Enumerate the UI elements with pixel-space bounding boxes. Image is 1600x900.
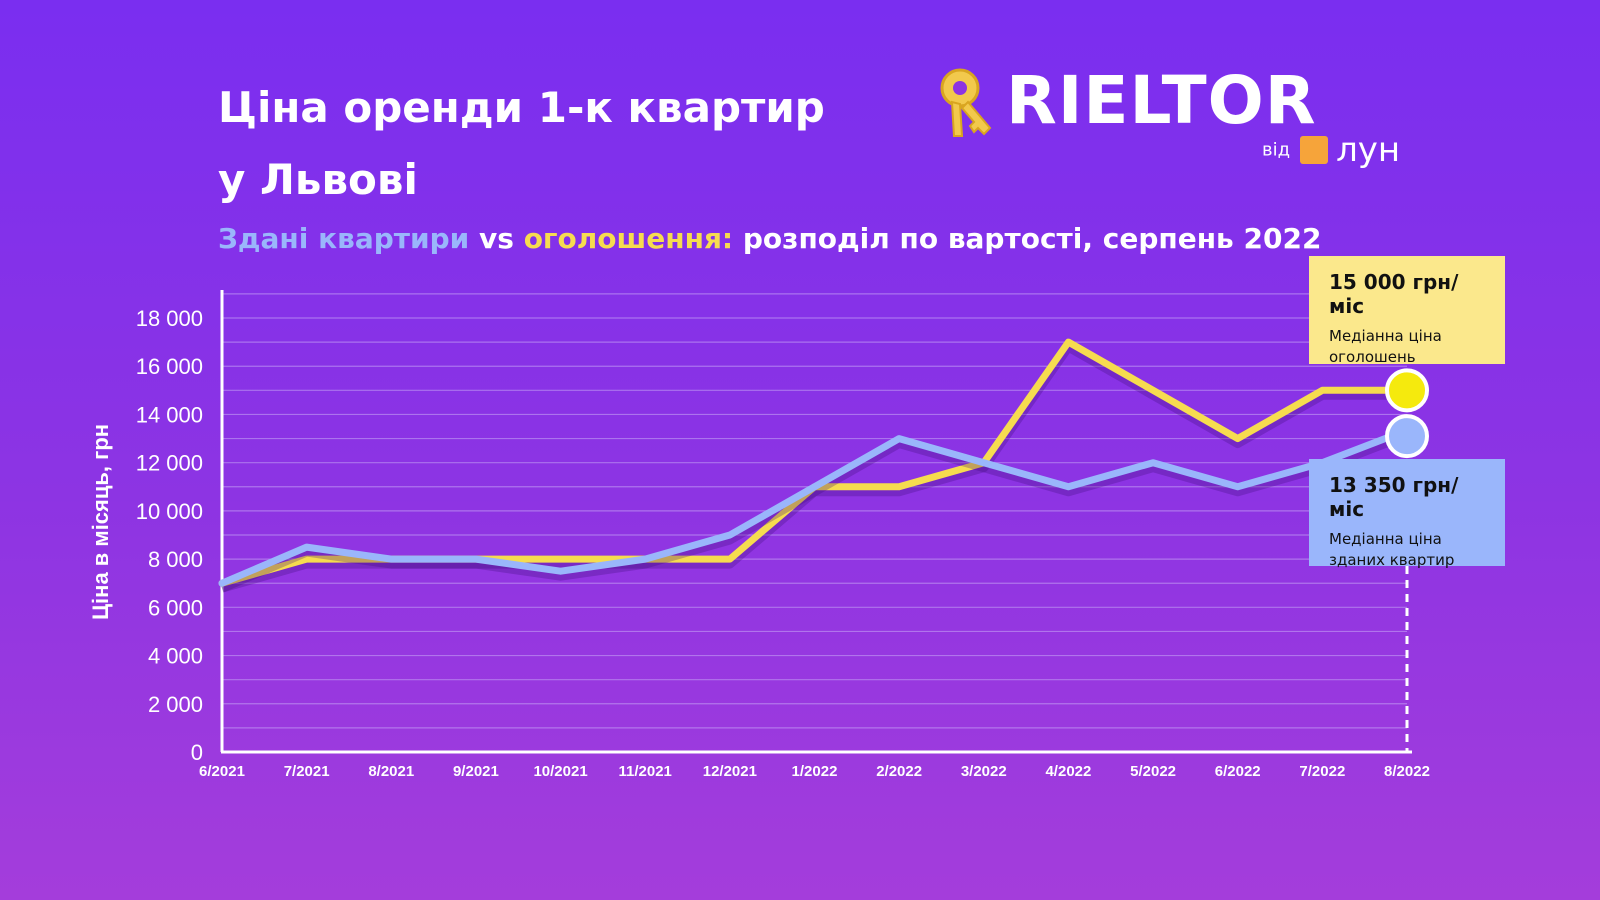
gridlines: [222, 293, 1407, 729]
end-markers: [1385, 368, 1429, 459]
rented-callout-value: 13 350 грн/міс: [1329, 473, 1459, 521]
listings-callout: 15 000 грн/міс Медіанна ціна оголошень: [1309, 256, 1505, 366]
x-tick-label: 8/2022: [1384, 763, 1430, 780]
x-tick-label: 7/2022: [1299, 763, 1345, 780]
x-tick-label: 12/2021: [703, 763, 757, 780]
x-tick-label: 10/2021: [533, 763, 587, 780]
logo-sub: від лун: [1262, 130, 1400, 170]
y-tick-label: 6 000: [148, 595, 203, 620]
x-tick-label: 6/2022: [1215, 763, 1261, 780]
y-tick-label: 16 000: [136, 354, 203, 379]
x-tick-label: 9/2021: [453, 763, 499, 780]
y-axis-label: Ціна в місяць, грн: [88, 424, 113, 620]
y-tick-label: 8 000: [148, 547, 203, 572]
listings-line-shadow: [220, 342, 1407, 593]
listings-callout-label-2: оголошень: [1329, 348, 1416, 366]
y-tick-label: 10 000: [136, 499, 203, 524]
x-tick-label: 1/2022: [792, 763, 838, 780]
x-tick-label: 5/2022: [1130, 763, 1176, 780]
y-tick-labels: 0 2 000 4 000 6 000 8 000 10 000 12 000 14 000 1…: [136, 306, 203, 765]
title-line-1: Ціна оренди 1-к квартир: [218, 83, 825, 132]
listings-callout-label-1: Медіанна ціна: [1329, 327, 1442, 345]
x-tick-label: 7/2021: [284, 763, 330, 780]
subtitle-rest: розподіл по вартості, серпень 2022: [733, 222, 1322, 255]
rented-line-shadow: [220, 430, 1409, 593]
x-tick-label: 8/2021: [368, 763, 414, 780]
x-tick-label: 11/2021: [619, 763, 672, 780]
y-tick-label: 18 000: [136, 306, 203, 331]
y-tick-label: 0: [191, 740, 203, 765]
y-tick-label: 14 000: [136, 402, 203, 427]
listings-callout-value: 15 000 грн/міс: [1329, 270, 1459, 318]
logo-lun: лун: [1336, 130, 1401, 170]
logo-wordmark: RIELTOR: [1006, 62, 1317, 139]
listings-end-marker: [1385, 368, 1429, 413]
x-tick-label: 4/2022: [1045, 763, 1091, 780]
rented-callout-label-2: зданих квартир: [1329, 551, 1455, 569]
rented-callout: 13 350 грн/міс Медіанна ціна зданих квар…: [1309, 459, 1505, 569]
chart-subtitle: Здані квартири vs оголошення: розподіл п…: [218, 222, 1321, 255]
rieltor-logo: RIELTOR від лун: [936, 62, 1416, 172]
rented-callout-label-1: Медіанна ціна: [1329, 530, 1442, 548]
y-tick-label: 2 000: [148, 692, 203, 717]
subtitle-vs: vs: [469, 222, 524, 255]
y-tick-label: 12 000: [136, 451, 203, 476]
key-icon: [940, 68, 992, 137]
logo-vid: від: [1262, 139, 1291, 161]
x-tick-label: 3/2022: [961, 763, 1007, 780]
y-tick-label: 4 000: [148, 644, 203, 669]
subtitle-rented: Здані квартири: [218, 222, 470, 255]
series-lines: [218, 338, 1411, 593]
subtitle-listings: оголошення:: [523, 222, 734, 255]
x-tick-labels: 6/2021 7/2021 8/2021 9/2021 10/2021 11/2021 12…: [199, 763, 1430, 780]
x-tick-label: 6/2021: [199, 763, 245, 780]
rented-line: [218, 426, 1411, 587]
x-tick-label: 2/2022: [876, 763, 922, 780]
rented-end-marker: [1385, 414, 1429, 459]
title-line-2: у Львові: [218, 155, 418, 204]
lun-square-icon: [1300, 136, 1329, 164]
chart-title: Ціна оренди 1-к квартир у Львові: [218, 72, 825, 216]
